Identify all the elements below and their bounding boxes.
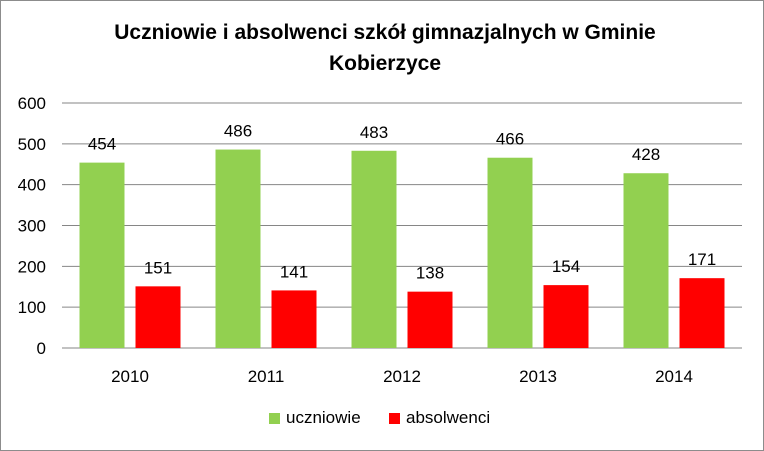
y-tick-label: 0 xyxy=(37,339,46,358)
legend: uczniowie absolwenci xyxy=(0,407,764,429)
y-tick-label: 400 xyxy=(18,176,46,195)
x-tick-label-2012: 2012 xyxy=(383,367,421,386)
y-tick-label: 600 xyxy=(18,94,46,113)
data-label-absolwenci-2010: 151 xyxy=(144,258,172,277)
x-axis-tick-labels: 2010 2011 2012 2013 2014 xyxy=(111,367,693,386)
bar-uczniowie-2011 xyxy=(215,149,261,348)
y-tick-label: 200 xyxy=(18,257,46,276)
data-label-uczniowie-2010: 454 xyxy=(88,135,116,154)
bar-absolwenci-2011 xyxy=(271,290,317,348)
chart-title-line-2: Kobierzyce xyxy=(328,52,442,75)
data-label-uczniowie-2013: 466 xyxy=(496,130,524,149)
bar-uczniowie-2012 xyxy=(351,150,397,348)
bar-absolwenci-2010 xyxy=(135,286,181,348)
data-label-uczniowie-2014: 428 xyxy=(632,145,660,164)
y-tick-label: 100 xyxy=(18,298,46,317)
legend-item-absolwenci: absolwenci xyxy=(389,407,490,429)
data-label-absolwenci-2012: 138 xyxy=(416,264,444,283)
data-label-absolwenci-2013: 154 xyxy=(552,257,580,276)
y-tick-label: 300 xyxy=(18,217,46,236)
bar-uczniowie-2010 xyxy=(79,162,125,348)
bar-absolwenci-2014 xyxy=(679,278,725,348)
legend-swatch-uczniowie xyxy=(269,412,280,424)
bar-absolwenci-2012 xyxy=(407,291,453,348)
bar-absolwenci-2013 xyxy=(543,285,589,348)
legend-swatch-absolwenci xyxy=(389,412,400,424)
x-tick-label-2014: 2014 xyxy=(655,367,693,386)
data-labels: 454 151 486 141 483 138 466 154 428 171 xyxy=(88,122,716,283)
chart-title-line-1: Uczniowie i absolwenci szkół gimnazjalny… xyxy=(114,21,656,44)
x-tick-label-2011: 2011 xyxy=(248,367,285,386)
x-tick-label-2010: 2010 xyxy=(111,367,149,386)
data-label-absolwenci-2014: 171 xyxy=(688,250,716,269)
bar-uczniowie-2014 xyxy=(623,173,669,348)
y-tick-label: 500 xyxy=(18,135,46,154)
data-label-uczniowie-2012: 483 xyxy=(360,123,388,142)
data-label-uczniowie-2011: 486 xyxy=(224,122,252,141)
data-label-absolwenci-2011: 141 xyxy=(280,262,308,281)
bar-uczniowie-2013 xyxy=(487,157,533,348)
legend-label-uczniowie: uczniowie xyxy=(286,408,361,427)
legend-item-uczniowie: uczniowie xyxy=(269,407,361,429)
legend-label-absolwenci: absolwenci xyxy=(406,408,491,427)
x-tick-label-2013: 2013 xyxy=(519,367,557,386)
bars xyxy=(79,149,725,348)
y-axis-tick-labels: 0 100 200 300 400 500 600 xyxy=(18,94,46,358)
